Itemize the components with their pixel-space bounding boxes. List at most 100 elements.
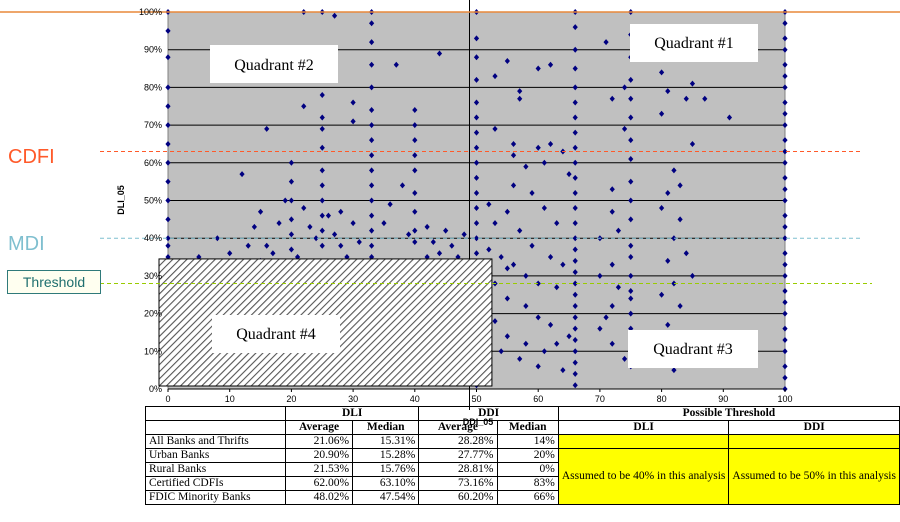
y-tick-label: 0% [149, 384, 162, 394]
scatter-point [251, 223, 257, 230]
scatter-point [782, 299, 788, 306]
scatter-point [554, 340, 560, 347]
scatter-point [338, 242, 344, 249]
scatter-point [782, 336, 788, 343]
x-tick-label: 40 [410, 394, 420, 404]
scatter-point [628, 295, 634, 302]
scatter-point [473, 235, 480, 242]
y-tick-label: 40% [144, 233, 162, 243]
x-tick-label: 20 [286, 394, 296, 404]
row-label: FDIC Minority Banks [145, 490, 286, 505]
scatter-point [782, 197, 788, 204]
scatter-point [319, 242, 325, 249]
cell-dli-average: 62.00% [284, 476, 354, 491]
scatter-point [677, 182, 683, 189]
scatter-point [529, 242, 535, 249]
summary-table-container: DLI DDI Possible Threshold Average Media… [145, 406, 900, 505]
scatter-point [621, 355, 628, 362]
scatter-point [659, 205, 665, 212]
scatter-point [424, 223, 430, 230]
scatter-point [369, 122, 375, 129]
scatter-point [659, 69, 665, 76]
scatter-point [492, 73, 498, 80]
scatter-point [782, 363, 788, 370]
scatter-point [504, 333, 510, 340]
scatter-point [288, 159, 294, 166]
scatter-point [628, 242, 634, 249]
x-tick-label: 100 [777, 394, 792, 404]
scatter-point [628, 156, 634, 163]
cell-ddi-median: 14% [496, 434, 559, 449]
scatter-point [523, 340, 529, 347]
scatter-point [621, 84, 628, 91]
cell-dli-average: 21.06% [284, 434, 354, 449]
scatter-point [782, 212, 788, 219]
scatter-point [683, 250, 689, 257]
scatter-point [726, 114, 733, 121]
cell-dli-median: 15.31% [352, 434, 420, 449]
scatter-point [572, 144, 578, 151]
scatter-point [227, 250, 233, 257]
scatter-point [566, 171, 572, 178]
scatter-point [572, 257, 578, 264]
x-tick-label: 80 [657, 394, 667, 404]
sub-header: Average [418, 420, 498, 435]
scatter-point [523, 163, 529, 170]
scatter-point [288, 231, 294, 238]
table-row: All Banks and Thrifts 21.06% 15.31% 28.2… [145, 434, 900, 449]
y-tick-label: 70% [144, 120, 162, 130]
scatter-point [473, 144, 480, 151]
scatter-point [572, 269, 578, 276]
scatter-point [504, 265, 510, 272]
scatter-point [782, 374, 788, 381]
scatter-point [436, 50, 443, 57]
scatter-point [492, 220, 498, 227]
scatter-point [510, 140, 517, 147]
scatter-point [356, 238, 362, 245]
scatter-point [369, 227, 375, 234]
scatter-point [628, 197, 634, 204]
scatter-point [665, 321, 671, 328]
scatter-point [270, 250, 276, 257]
scatter-point [671, 367, 677, 374]
scatter-point [677, 303, 683, 310]
scatter-point [683, 95, 689, 102]
quadrant-4-label-bg [212, 315, 340, 353]
scatter-point [165, 54, 171, 61]
x-tick-label: 60 [533, 394, 543, 404]
scatter-point [665, 88, 671, 95]
cell-dli-median: 15.28% [352, 448, 420, 463]
x-tick-label: 0 [165, 394, 170, 404]
scatter-point [782, 186, 788, 193]
scatter-point [430, 238, 436, 245]
scatter-point [319, 144, 325, 151]
threshold-ddi-note: Assumed to be 50% in this analysis [728, 448, 900, 505]
quadrant-4-label: Quadrant #4 [236, 326, 316, 343]
cell-dli-median: 47.54% [352, 490, 420, 505]
row-label: Certified CDFIs [145, 476, 286, 491]
scatter-point [782, 250, 788, 257]
x-tick-label: 50 [471, 394, 481, 404]
scatter-point [572, 84, 578, 91]
scatter-point [603, 314, 609, 321]
scatter-point [547, 254, 554, 261]
scatter-point [319, 182, 325, 189]
scatter-point [282, 197, 288, 204]
scatter-point [628, 95, 634, 102]
scatter-point [319, 197, 325, 204]
scatter-point [264, 242, 270, 249]
scatter-point [665, 189, 671, 196]
scatter-point [782, 137, 788, 144]
scatter-point [566, 333, 572, 340]
scatter-point [782, 46, 788, 53]
threshold-dli-note: Assumed to be 40% in this analysis [557, 448, 730, 505]
scatter-point [165, 216, 171, 223]
scatter-point [165, 178, 171, 185]
scatter-point [350, 99, 356, 106]
scatter-point [782, 287, 788, 294]
scatter-point [782, 261, 788, 268]
cell-ddi-median: 20% [496, 448, 559, 463]
sub-header: Median [496, 420, 559, 435]
x-tick-label: 10 [225, 394, 235, 404]
scatter-point [412, 208, 418, 215]
